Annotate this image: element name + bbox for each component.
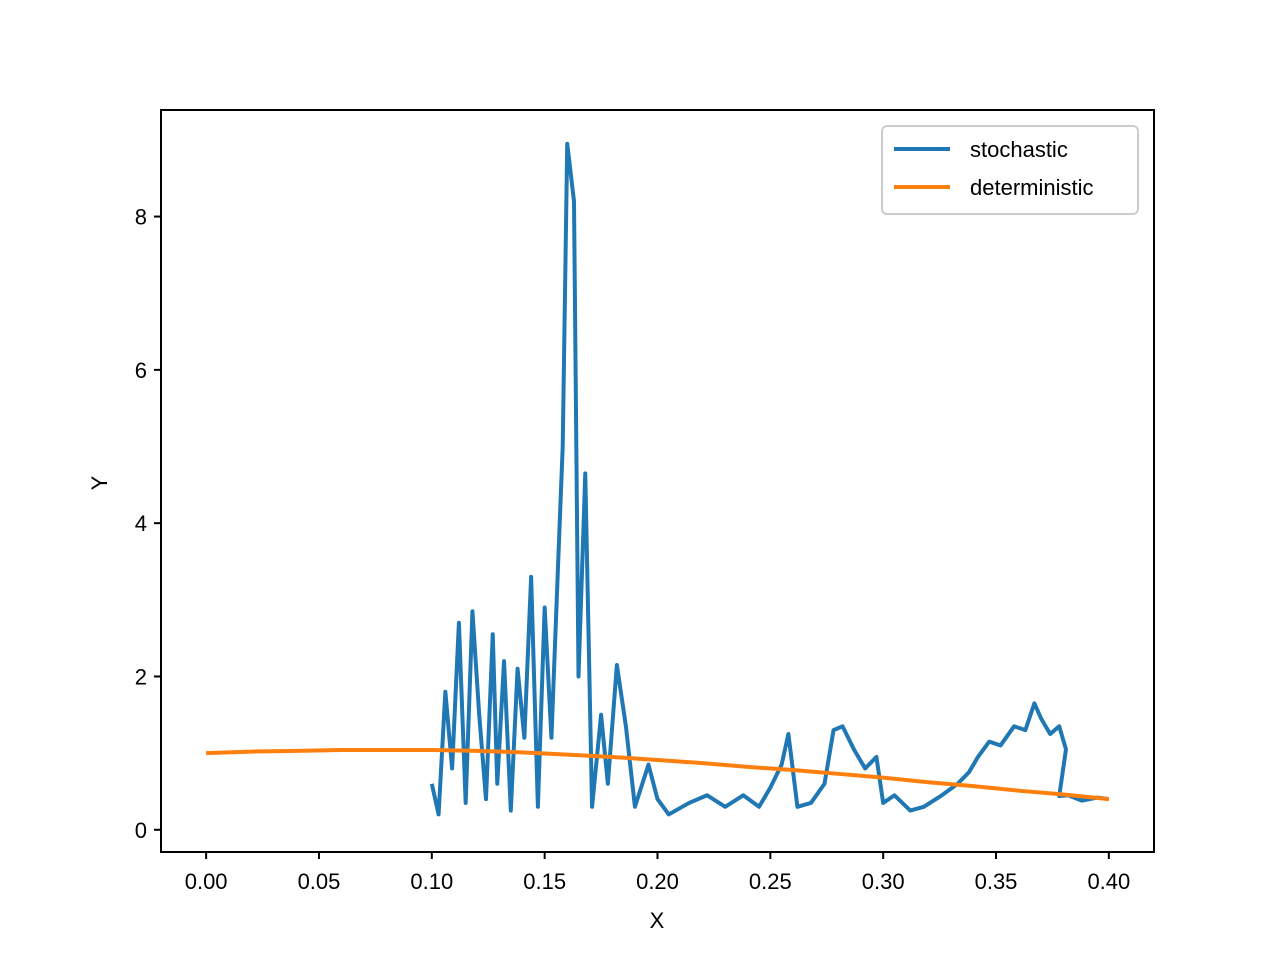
x-axis-label: X [650,908,665,933]
y-tick-label: 2 [135,664,147,689]
x-tick-label: 0.05 [298,869,341,894]
y-tick-label: 0 [135,818,147,843]
legend-label: deterministic [970,175,1093,200]
x-tick-label: 0.00 [185,869,228,894]
series-line [206,748,1110,802]
x-tick-label: 0.25 [749,869,792,894]
x-tick-label: 0.15 [523,869,566,894]
x-tick-label: 0.35 [975,869,1018,894]
y-tick-label: 4 [135,511,147,536]
series-line [429,141,1110,817]
y-tick-label: 8 [135,205,147,230]
x-tick-label: 0.20 [636,869,679,894]
x-tick-label: 0.40 [1087,869,1130,894]
y-tick-label: 6 [135,358,147,383]
x-tick-label: 0.10 [410,869,453,894]
y-axis-label: Y [87,475,112,490]
x-tick-label: 0.30 [862,869,905,894]
legend-label: stochastic [970,137,1068,162]
